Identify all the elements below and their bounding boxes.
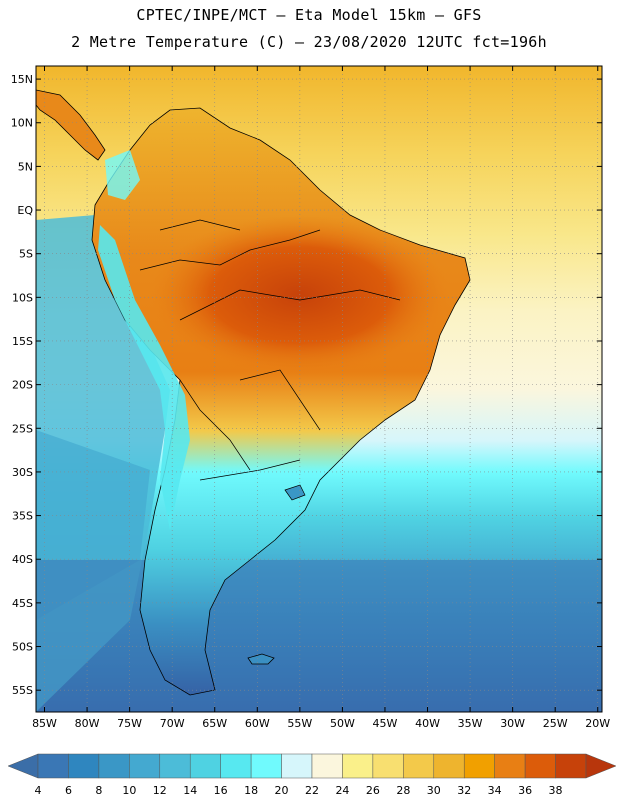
colorbar-label: 12: [153, 784, 167, 797]
longitude-label: 85W: [32, 717, 57, 730]
colorbar-swatch: [68, 753, 100, 779]
longitude-label: 80W: [75, 717, 100, 730]
colorbar-swatch: [311, 753, 343, 779]
central-america-landmass: [36, 89, 106, 161]
colorbar-swatch: [37, 753, 69, 779]
colorbar-swatch: [98, 753, 130, 779]
colorbar-swatch: [281, 753, 313, 779]
latitude-label: 5S: [19, 248, 33, 261]
axis-ticks: [36, 66, 602, 712]
colorbar-swatch: [250, 753, 282, 779]
latitude-label: 35S: [12, 510, 33, 523]
map-title-line-1: CPTEC/INPE/MCT – Eta Model 15km – GFS: [136, 6, 482, 24]
longitude-label: 25W: [543, 717, 568, 730]
colorbar-swatch: [189, 753, 221, 779]
colorbar-swatch: [342, 753, 374, 779]
longitude-label: 65W: [202, 717, 227, 730]
longitude-label: 45W: [373, 717, 398, 730]
colorbar-swatch: [433, 753, 465, 779]
falkland-islands: [247, 653, 275, 665]
colorbar-label: 14: [183, 784, 197, 797]
latitude-label: 30S: [12, 466, 33, 479]
colorbar-label: 10: [122, 784, 136, 797]
longitude-label: 70W: [160, 717, 185, 730]
colorbar-swatch: [403, 753, 435, 779]
longitude-label: 20W: [585, 717, 610, 730]
andes-cool-ridge: [98, 225, 190, 530]
colorbar-swatch: [494, 753, 526, 779]
colorbar-swatch: [524, 753, 556, 779]
colorbar-swatch: [555, 753, 587, 779]
colorbar-label: 34: [488, 784, 502, 797]
latitude-label: 40S: [12, 553, 33, 566]
map-title-line-2: 2 Metre Temperature (C) – 23/08/2020 12U…: [71, 33, 547, 51]
latitude-label: 45S: [12, 597, 33, 610]
colorbar-label: 6: [65, 784, 72, 797]
latitude-label: 5N: [18, 160, 33, 173]
latitude-label: 15S: [12, 335, 33, 348]
latitude-label: 50S: [12, 641, 33, 654]
colorbar-label: 28: [396, 784, 410, 797]
colorbar-over-triangle: [585, 753, 617, 779]
colorbar-label: 8: [95, 784, 102, 797]
colorbar-label: 22: [305, 784, 319, 797]
lagoon-patos: [284, 484, 306, 501]
latitude-label: 25S: [12, 422, 33, 435]
colorbar-label: 30: [427, 784, 441, 797]
latitude-labels: 15N 10N 5N EQ 5S 10S 15S 20S 25S 30S 35S 40S 45S 50S 5…: [11, 73, 34, 697]
longitude-label: 40W: [415, 717, 440, 730]
longitude-label: 35W: [458, 717, 483, 730]
longitude-label: 60W: [245, 717, 270, 730]
colorbar-label: 16: [214, 784, 228, 797]
latitude-label: 55S: [12, 684, 33, 697]
colorbar-swatch: [372, 753, 404, 779]
latitude-label: 15N: [11, 73, 33, 86]
colorbar-swatch: [463, 753, 495, 779]
longitude-label: 30W: [500, 717, 525, 730]
latitude-label: 10N: [11, 117, 33, 130]
colorbar-swatch: [220, 753, 252, 779]
map-area: [36, 66, 602, 712]
colorbar-label: 26: [366, 784, 380, 797]
colorbar-under-triangle: [7, 753, 39, 779]
colorbar-swatch: [129, 753, 161, 779]
colorbar-label: 4: [35, 784, 42, 797]
latitude-label: 20S: [12, 379, 33, 392]
colorbar: 4 6 8 10 12 14 16 18 20 22 24 26 28 30 32 34 36 38: [7, 753, 617, 797]
map-frame: [35, 65, 603, 713]
colorbar-label: 36: [518, 784, 532, 797]
colorbar-label: 38: [549, 784, 563, 797]
longitude-label: 75W: [117, 717, 142, 730]
colorbar-label: 32: [457, 784, 471, 797]
colorbar-label: 24: [335, 784, 349, 797]
country-borders: [139, 219, 401, 481]
colorbar-label: 20: [275, 784, 289, 797]
longitude-labels: 85W 80W 75W 70W 65W 60W 55W 50W 45W 40W 35W 30W 25W 2…: [32, 717, 610, 730]
longitude-label: 50W: [330, 717, 355, 730]
latitude-label: 10S: [12, 291, 33, 304]
colombia-highlands: [105, 150, 140, 200]
colorbar-label: 18: [244, 784, 258, 797]
colorbar-swatch: [159, 753, 191, 779]
latitude-label: EQ: [17, 204, 33, 217]
longitude-label: 55W: [287, 717, 312, 730]
southern-ocean-region: [36, 560, 602, 712]
